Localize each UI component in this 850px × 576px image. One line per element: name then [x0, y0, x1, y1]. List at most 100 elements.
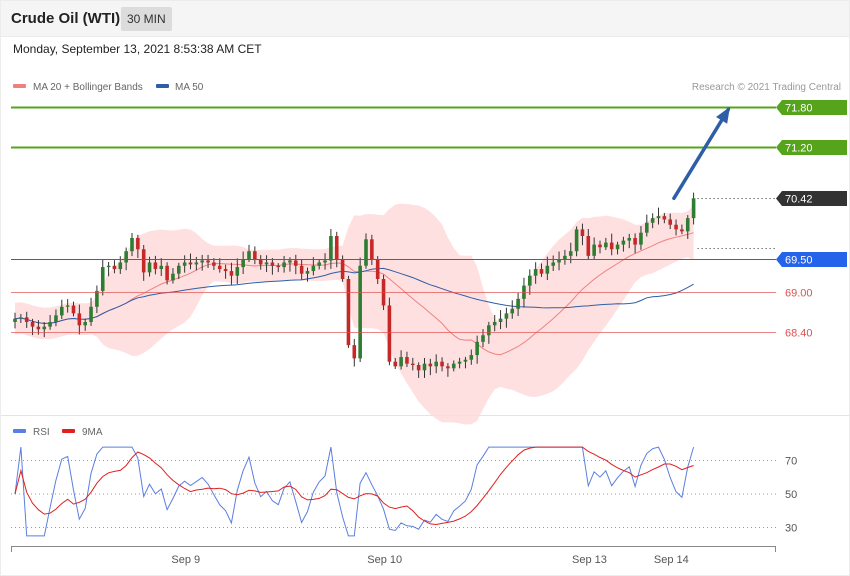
- header-bar: Crude Oil (WTI) 30 MIN: [0, 0, 850, 37]
- candle-body: [19, 317, 23, 319]
- candle-body: [334, 236, 339, 260]
- candle-body: [264, 262, 269, 265]
- candle-body: [574, 229, 579, 252]
- candle-body: [668, 219, 672, 225]
- candle-body: [387, 305, 392, 362]
- candle-body: [54, 315, 58, 322]
- candle-body: [615, 244, 620, 250]
- ma50-line: [14, 267, 694, 324]
- candle-body: [674, 224, 678, 230]
- rsi-ma-line: [14, 446, 694, 526]
- candle-body: [358, 265, 362, 359]
- level-label: 69.50: [785, 255, 813, 267]
- candle-body: [106, 265, 111, 268]
- candle-body: [340, 259, 345, 279]
- candle-body: [609, 242, 614, 250]
- candle-body: [30, 322, 35, 327]
- candle-body: [165, 265, 169, 281]
- candle-body: [551, 262, 555, 266]
- candle-body: [568, 251, 573, 256]
- candle-body: [42, 326, 47, 330]
- candle-body: [77, 313, 82, 326]
- candle-body: [516, 298, 520, 309]
- candle-body: [680, 229, 684, 232]
- candle-body: [563, 255, 567, 260]
- x-tick-label: Sep 14: [654, 554, 689, 566]
- candle-body: [241, 259, 245, 268]
- candle-body: [124, 251, 128, 263]
- candle-body: [229, 271, 234, 276]
- legend-label-rsi: RSI: [33, 427, 50, 438]
- candle-body: [691, 198, 696, 219]
- candle-body: [645, 222, 649, 233]
- candle-body: [171, 273, 175, 281]
- candle-body: [405, 357, 409, 364]
- candle-body: [60, 306, 64, 316]
- candle-body: [206, 260, 210, 263]
- level-resistance-71.80: 71.80: [11, 100, 847, 115]
- candle-body: [141, 249, 146, 273]
- level-tag: [776, 140, 847, 155]
- candle-body: [36, 326, 41, 330]
- candle-body: [200, 260, 204, 263]
- level-label: 70.42: [785, 194, 813, 206]
- level-support-68.40: 68.40: [11, 328, 813, 340]
- candle-body: [469, 355, 474, 360]
- legend-swatch-ma20: [13, 84, 26, 88]
- candle-body: [463, 359, 468, 362]
- candle-body: [194, 262, 199, 265]
- level-tag: [776, 252, 847, 267]
- candle-body: [159, 265, 164, 270]
- candle-body: [188, 262, 193, 265]
- rsi-legend: RSI 9MA: [13, 427, 103, 438]
- candle-body: [48, 322, 52, 327]
- candle-body: [95, 290, 99, 307]
- level-resistance-71.20: 71.20: [11, 140, 847, 155]
- price-legend: MA 20 + Bollinger Bands MA 50: [13, 82, 204, 93]
- candle-body: [13, 318, 17, 322]
- candle-body: [311, 265, 316, 272]
- level-last-70.42: 70.42: [697, 191, 847, 206]
- candle-body: [288, 260, 292, 263]
- candle-body: [89, 306, 93, 322]
- candle-body: [604, 242, 608, 248]
- rsi-tick-label: 30: [785, 523, 797, 535]
- candle-body: [528, 275, 532, 286]
- candle-body: [416, 365, 421, 371]
- candle-body: [100, 267, 105, 291]
- rsi-tick-label: 70: [785, 456, 797, 468]
- candle-body: [147, 262, 152, 273]
- candle-body: [305, 271, 310, 274]
- legend-label-rsi-ma: 9MA: [82, 427, 103, 438]
- candle-body: [621, 240, 626, 245]
- candle-body: [545, 265, 550, 274]
- candle-body: [399, 357, 403, 367]
- level-support-69.00: 69.00: [11, 288, 813, 300]
- candle-body: [217, 265, 222, 270]
- candle-body: [539, 269, 544, 274]
- candle-body: [685, 218, 690, 232]
- candle-body: [498, 318, 503, 322]
- candle-body: [346, 279, 351, 346]
- candle-body: [656, 216, 661, 219]
- instrument-title: Crude Oil (WTI): [11, 10, 121, 27]
- timeframe-badge[interactable]: 30 MIN: [121, 7, 172, 31]
- candle-body: [533, 269, 538, 276]
- rsi-plot: 70 50 30: [11, 446, 797, 537]
- candle-body: [586, 236, 591, 256]
- x-axis-labels: Sep 9 Sep 10 Sep 13 Sep 14: [171, 554, 688, 566]
- candle-body: [83, 322, 87, 326]
- candle-body: [487, 325, 491, 336]
- candle-body: [258, 259, 263, 265]
- candle-body: [276, 265, 281, 268]
- candle-body: [136, 237, 140, 250]
- candle-body: [294, 260, 298, 266]
- candle-body: [24, 317, 29, 322]
- legend-swatch-rsi-ma: [62, 429, 75, 433]
- candle-body: [598, 244, 602, 248]
- candle-body: [329, 236, 333, 261]
- target-arrow-head: [716, 106, 730, 124]
- candle-body: [71, 305, 76, 314]
- candle-body: [253, 251, 257, 260]
- legend-label-ma20: MA 20 + Bollinger Bands: [33, 82, 143, 93]
